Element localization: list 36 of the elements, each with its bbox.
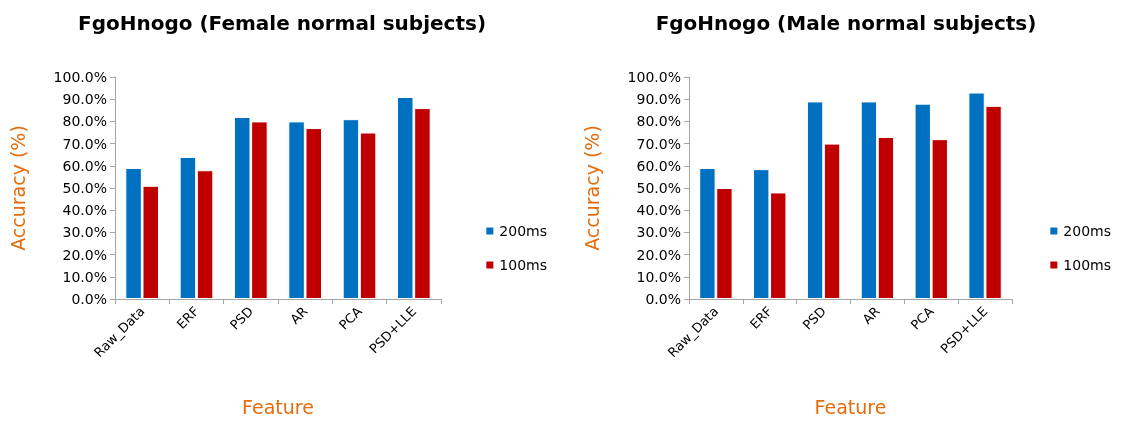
y-tick-label: 100.0% [627,69,681,85]
y-tick-label: 20.0% [636,246,681,263]
chart-title: FgoHnogo (Female normal subjects) [77,11,487,35]
y-tick-label: 50.0% [62,180,107,196]
y-tick-label: 70.0% [62,135,107,152]
x-tick-label: PCA [335,303,365,333]
y-tick-label: 40.0% [62,202,107,219]
x-tick-label: AR [858,303,883,327]
legend-label: 200ms [1062,222,1111,239]
chart-title: FgoHnogo (Male normal subjects) [655,11,1036,35]
y-axis-title: Accuracy (%) [580,125,602,251]
y-tick-label: 90.0% [636,91,681,108]
x-tick-label: AR [287,303,311,327]
y-tick-label: 30.0% [636,224,681,241]
y-tick-label: 10.0% [62,268,107,285]
x-tick-label: PCA [907,303,937,333]
y-tick-label: 40.0% [636,202,681,219]
y-tick-label: 100.0% [53,69,107,85]
y-tick-label: 0.0% [71,291,107,307]
y-tick-label: 30.0% [62,224,107,241]
legend-label: 100ms [1062,256,1111,273]
x-axis-title: Feature [242,395,314,418]
legend-label: 100ms [499,256,547,273]
y-tick-label: 0.0% [644,291,681,307]
y-tick-label: 80.0% [636,113,681,130]
y-tick-label: 90.0% [62,91,107,108]
legend-label: 200ms [499,222,547,239]
x-axis-title: Feature [814,395,886,418]
y-tick-label: 10.0% [636,268,681,285]
y-tick-label: 20.0% [62,246,107,263]
y-tick-label: 70.0% [636,135,681,152]
y-axis-title: Accuracy (%) [6,125,29,251]
y-tick-label: 60.0% [62,157,107,174]
y-tick-label: 50.0% [636,180,681,196]
y-tick-label: 60.0% [636,157,681,174]
y-tick-label: 80.0% [62,113,107,130]
